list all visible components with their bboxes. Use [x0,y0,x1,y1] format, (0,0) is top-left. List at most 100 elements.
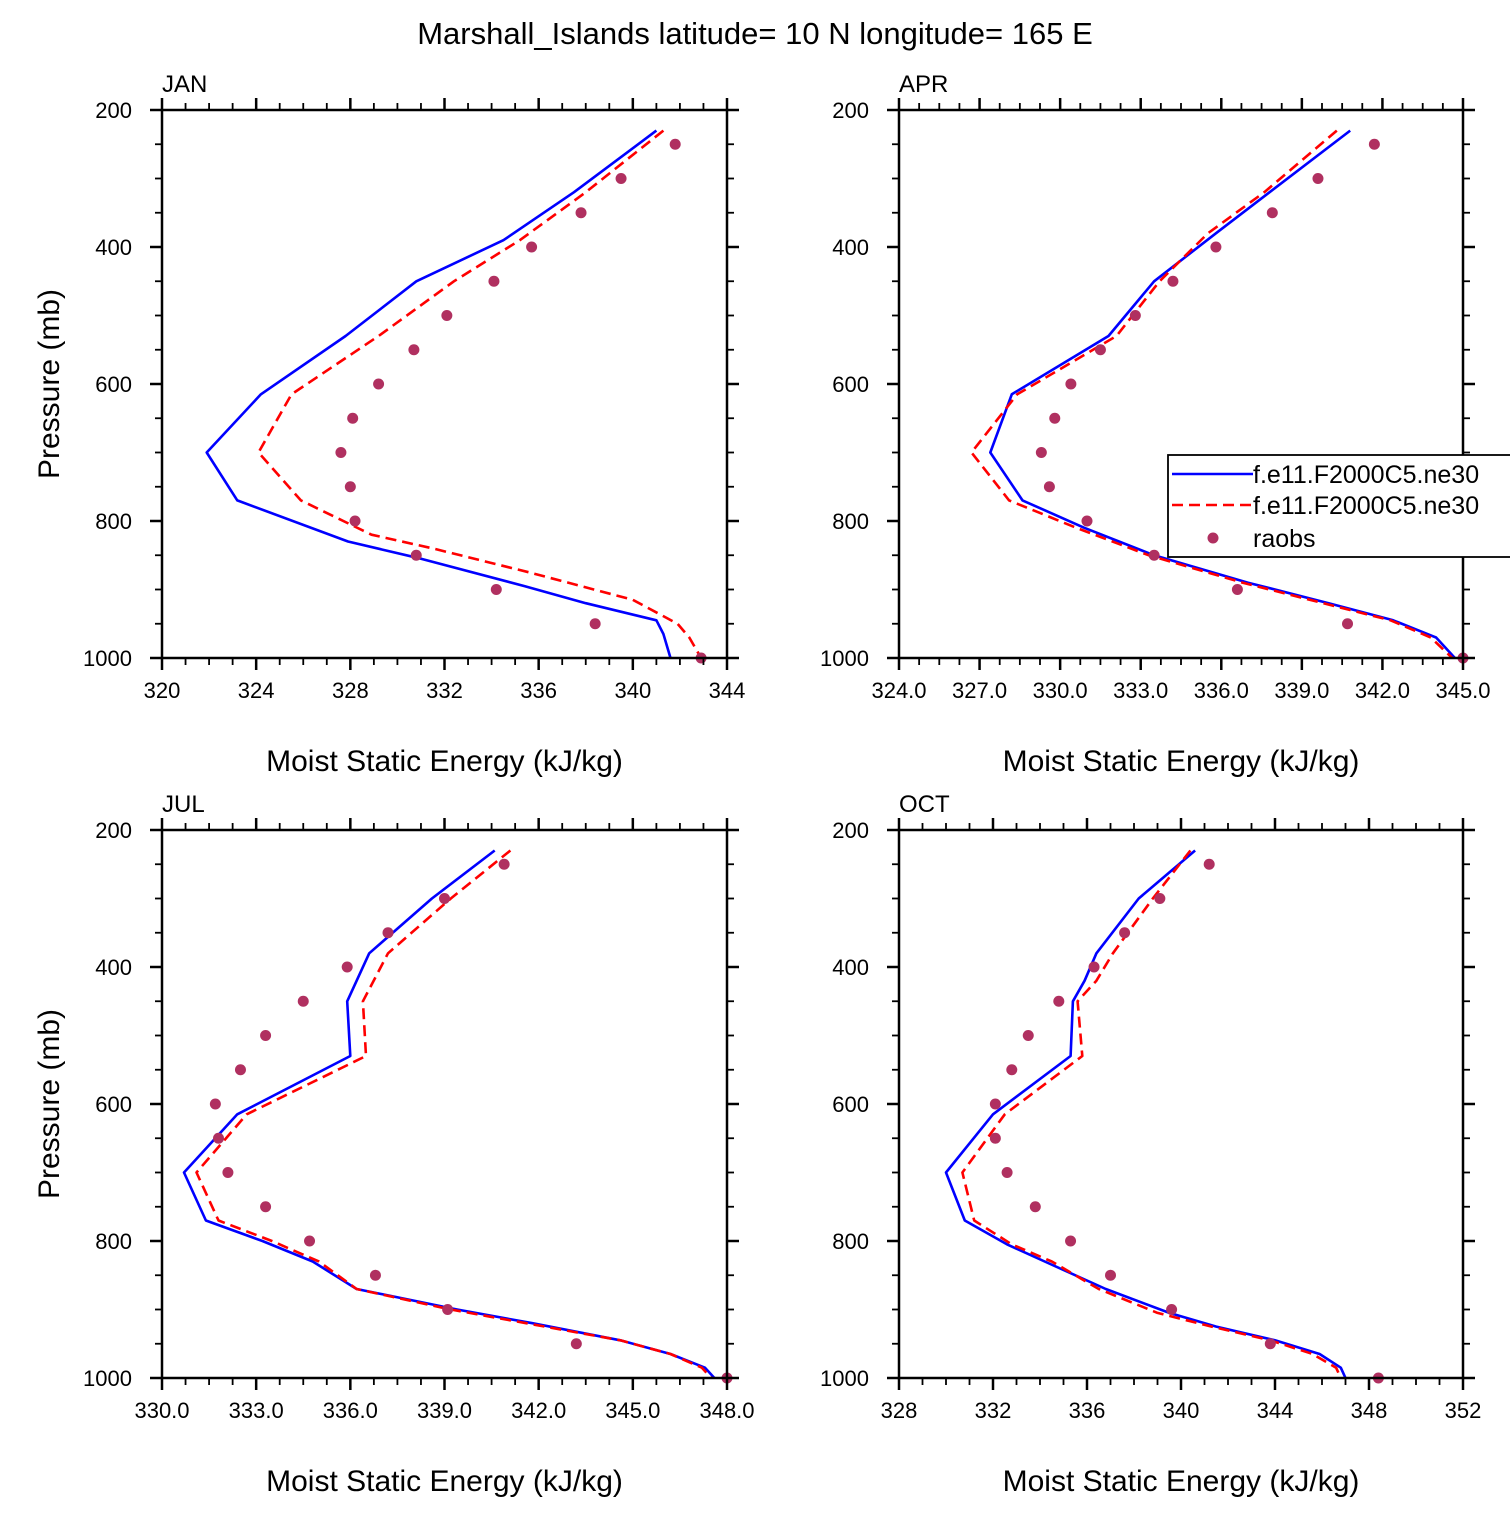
plot-frame [160,108,729,660]
x-tick-label: 345.0 [605,1398,660,1423]
legend-label: raobs [1253,525,1316,553]
raobs-point [349,515,361,527]
series-group-oct [944,849,1347,1378]
legend: f.e11.F2000C5.ne30 f.e11.F2000C5.ne30 raob… [1167,454,1510,558]
raobs-point [234,1064,246,1076]
x-tick-label: 345.0 [1435,678,1490,703]
raobs-point [1264,1338,1276,1350]
raobs-point [209,1098,221,1110]
raobs-point [442,1304,454,1315]
y-tick-label: 400 [832,235,869,260]
panel-label-apr: APR [899,71,948,98]
raobs-point [490,584,502,595]
model-dashed-line [961,849,1342,1378]
x-tick-label: 332 [975,1398,1012,1423]
raobs-point [260,1201,272,1213]
x-tick-label: 336 [520,678,557,703]
raobs-point [589,618,601,630]
y-tick-label: 1000 [83,646,132,671]
panel-label-jul: JUL [162,791,205,818]
raobs-point [615,173,627,184]
x-tick-label: 336.0 [1194,678,1249,703]
y-tick-label: 1000 [820,646,869,671]
y-tick-label: 400 [95,235,132,260]
y-tick-label: 200 [832,98,869,123]
x-tick-label: 344 [709,678,746,703]
raobs-point [1368,138,1380,150]
raobs-point [1049,412,1061,424]
x-tick-label: 342.0 [1355,678,1410,703]
raobs-point [1001,1167,1013,1178]
y-tick-label: 1000 [83,1366,132,1391]
plot-frame [897,828,1465,1380]
x-axis-label: Moist Static Energy (kJ/kg) [266,745,623,778]
raobs-point [344,481,356,493]
x-tick-label: 348 [1351,1398,1388,1423]
raobs-point [1210,241,1222,253]
model-solid-line [988,129,1456,658]
raobs-point [1119,927,1131,939]
raobs-point [369,1269,381,1281]
panel-label-oct: OCT [899,791,950,818]
raobs-point [1094,344,1106,356]
raobs-point [335,447,347,458]
plot-frame [160,828,729,1380]
y-tick-label: 400 [832,955,869,980]
y-tick-label: 800 [832,1229,869,1254]
x-tick-label: 344 [1257,1398,1294,1423]
x-tick-label: 328 [881,1398,918,1423]
raobs-point [1166,1304,1178,1315]
x-tick-label: 336.0 [323,1398,378,1423]
raobs-point [1167,275,1179,287]
model-solid-line [205,129,672,658]
x-axis-label: Moist Static Energy (kJ/kg) [1003,745,1360,778]
raobs-point [1148,549,1160,561]
raobs-point [669,138,681,150]
model-solid-line [182,849,716,1378]
legend-label: f.e11.F2000C5.ne30 [1253,461,1479,489]
raobs-point [1006,1064,1018,1076]
raobs-point [297,995,309,1007]
x-tick-label: 330.0 [134,1398,189,1423]
raobs-point [1065,378,1077,390]
raobs-point [570,1338,582,1350]
x-tick-label: 330.0 [1033,678,1088,703]
series-group-jan [205,129,703,658]
model-dashed-line [970,129,1454,658]
y-tick-label: 600 [95,1092,132,1117]
raobs-point [1053,995,1065,1007]
raobs-point [213,1132,224,1144]
y-tick-label: 200 [832,818,869,843]
raobs-point [1342,618,1354,630]
y-axis-label: Pressure (mb) [33,289,66,479]
x-tick-label: 339.0 [417,1398,472,1423]
raobs-point [575,207,587,219]
raobs-point [1029,1201,1041,1213]
raobs-point [347,412,359,424]
raobs-point [1035,447,1047,458]
x-tick-label: 328 [332,678,369,703]
series-group-jul [182,849,716,1378]
y-tick-label: 800 [95,1229,132,1254]
raobs-point [408,344,420,356]
x-tick-label: 324 [238,678,275,703]
figure-title: Marshall_Islands latitude= 10 N longitud… [417,16,1093,51]
x-tick-label: 340 [1163,1398,1200,1423]
panel-label-jan: JAN [162,71,207,98]
x-tick-label: 336 [1069,1398,1106,1423]
x-tick-label: 339.0 [1274,678,1329,703]
raobs-point [498,858,510,870]
panel-jan: JAN 200 400 600 800 1000 320 324 328 332 336 340 344… [33,71,745,778]
x-tick-label: 332 [426,678,463,703]
raobs-point [1105,1269,1116,1281]
raobs-point [341,961,353,973]
y-tick-label: 600 [832,372,869,397]
raobs-point [373,378,385,390]
raobs-point [1154,893,1166,904]
legend-marker-raobs [1207,532,1219,544]
raobs-point [989,1098,1001,1110]
model-dashed-line [257,129,703,658]
y-tick-label: 400 [95,955,132,980]
